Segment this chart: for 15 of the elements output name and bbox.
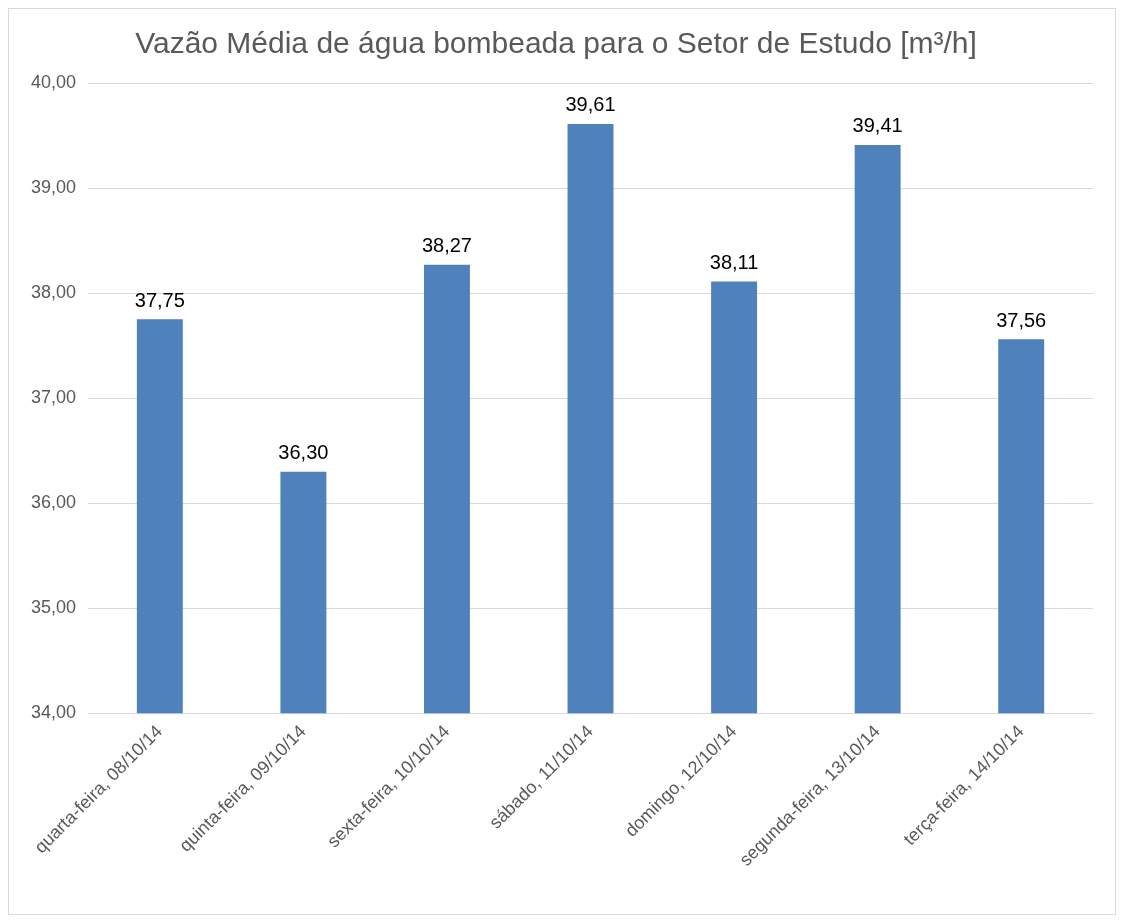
y-tick-label: 35,00 [31, 597, 77, 618]
y-tick-label: 39,00 [31, 177, 77, 198]
data-label: 37,56 [996, 308, 1047, 331]
data-label: 39,41 [852, 114, 903, 137]
y-tick-label: 40,00 [31, 71, 77, 92]
data-label: 36,30 [278, 441, 329, 464]
data-label: 38,27 [421, 234, 472, 257]
data-label: 39,61 [565, 93, 616, 116]
chart-title: Vazão Média de água bombeada para o Setor de Estudo [m³/h] [135, 26, 977, 60]
data-label: 38,11 [709, 251, 759, 274]
y-tick-label: 37,00 [31, 387, 77, 408]
data-label: 37,75 [134, 288, 185, 311]
y-tick-label: 38,00 [31, 282, 77, 303]
y-tick-label: 36,00 [31, 492, 77, 513]
y-tick-label: 34,00 [31, 702, 77, 723]
